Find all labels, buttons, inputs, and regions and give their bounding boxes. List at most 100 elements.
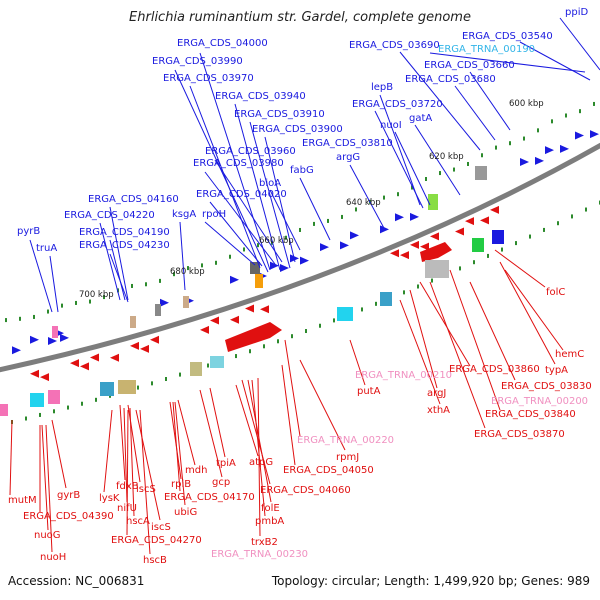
tick-label: 660 kbp [259,236,294,246]
callout-line [129,407,135,517]
gene-box [492,230,504,244]
tick-dot [249,349,251,354]
gene-label: bioA [259,178,281,189]
callout-line [374,110,424,209]
callout-line [379,94,421,206]
tick-dot [137,385,139,390]
callout-line [189,85,261,269]
tick-dot [215,260,217,265]
callout-line [199,389,223,478]
gene-label: hscB [143,555,167,566]
tick-dot [285,235,287,240]
tick-dots [5,101,600,424]
gene-box [337,307,353,321]
tick-dot [47,309,49,314]
tick-dot [431,278,433,283]
gene-label: iscS [136,484,156,495]
reverse-gene-arrow [455,227,464,236]
gene-label: ERGA_CDS_04160 [88,194,179,205]
tick-dot [571,214,573,219]
callout-line [349,164,386,231]
tick-dot [89,299,91,304]
tick-dot [53,409,55,414]
tick-dot [173,272,175,277]
forward-gene-arrow [340,241,349,250]
gene-label: ERGA_CDS_04050 [283,465,374,476]
gene-label: putA [357,386,381,397]
tick-label: 640 kbp [346,198,381,208]
gene-box [472,238,484,252]
gene-label: ERGA_CDS_04060 [260,485,351,496]
gene-label: gyrB [57,490,80,501]
gene-label: ERGA_CDS_03810 [302,138,393,149]
gene-label: pyrB [17,226,40,237]
tick-dot [515,241,517,246]
gene-label: iscS [151,522,171,533]
callout-line [209,201,263,267]
gene-label: gcp [212,477,230,488]
genome-backbone [0,142,600,373]
tick-dot [453,167,455,172]
forward-gene-arrow [350,231,359,240]
gene-label: folC [546,287,565,298]
reverse-gene-arrow [110,353,119,362]
gene-label: hscA [126,516,150,527]
tick-dot [585,207,587,212]
callout-line [204,221,256,266]
gene-label: ERGA_CDS_03720 [352,99,443,110]
callout-line [99,222,121,301]
tick-dot [95,397,97,402]
gene-label: ERGA_CDS_04390 [23,511,114,522]
tick-dot [25,416,27,421]
callout-line [204,171,276,265]
callout-line [179,221,186,291]
gene-label: truA [36,243,57,254]
gene-label: ERGA_CDS_03980 [193,158,284,169]
callout-line [299,359,346,451]
kbp-ticks: 600 kbp 620 kbp 640 kbp 660 kbp 680 kbp … [79,99,544,300]
tick-dot [593,101,595,106]
callout-line [209,387,226,458]
reverse-gene-arrow [420,242,429,251]
gene-label: ERGA_CDS_03660 [424,60,515,71]
tick-dot [179,372,181,377]
tick-dot [33,314,35,319]
gene-label: nuoI [380,120,402,131]
callout-line [109,206,129,301]
callout-line [504,269,564,351]
callout-line [349,339,366,386]
callout-line [29,239,53,313]
gene-label: argJ [427,388,446,399]
tick-dot [67,405,69,410]
gene-label: atpG [249,457,273,468]
genome-stats: Topology: circular; Length: 1,499,920 bp… [271,574,590,588]
tick-dot [523,136,525,141]
forward-gene-arrow [48,337,57,346]
tick-dot [271,240,273,245]
trna-label: ERGA_TRNA_00220 [297,435,394,446]
gene-label: ERGA_CDS_04170 [164,492,255,503]
callout-line [127,404,141,483]
tick-label: 600 kbp [509,99,544,109]
tick-dot [319,323,321,328]
tick-dot [487,253,489,258]
reverse-gene-arrow [90,353,99,362]
tick-label: 700 kbp [79,290,114,300]
gene-box [118,380,136,394]
callout-line [234,103,281,271]
tick-dot [537,128,539,133]
callout-layer [9,17,600,555]
tick-dot [397,192,399,197]
tick-dot [439,171,441,176]
tick-dot [313,221,315,226]
callout-line [494,249,546,288]
callout-line [429,281,486,429]
forward-gene-arrow [230,275,239,284]
gene-label: pmbA [255,516,284,527]
tick-dot [327,218,329,223]
callout-line [249,121,291,269]
tick-dot [495,145,497,150]
tick-dot [305,329,307,334]
accession-label: Accession: NC_006831 [8,574,145,588]
gene-label: ERGA_CDS_03910 [234,109,325,120]
